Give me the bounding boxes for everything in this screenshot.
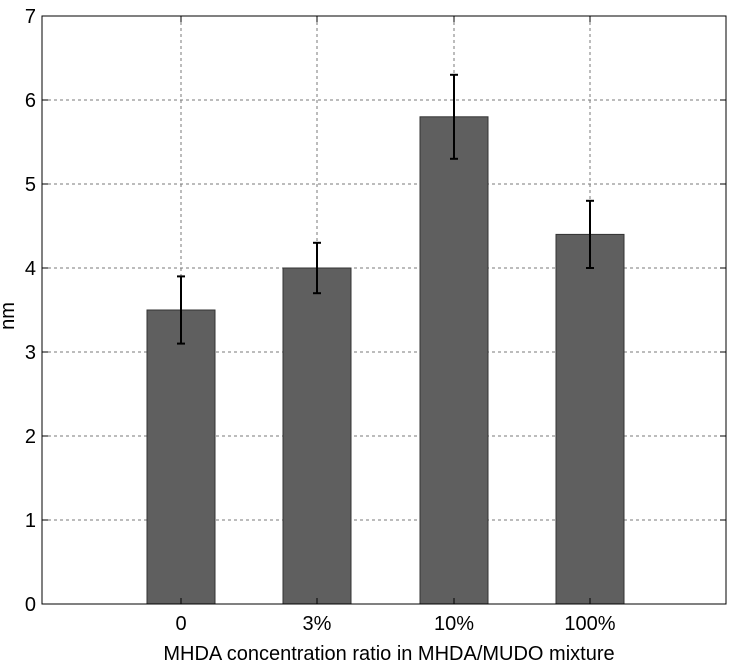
bar-100pct bbox=[555, 233, 625, 605]
x-tick-label: 0 bbox=[175, 613, 186, 635]
y-tick-label: 6 bbox=[25, 90, 36, 112]
error-bar bbox=[313, 241, 321, 295]
y-tick-label: 4 bbox=[25, 258, 36, 280]
error-bar-layer bbox=[177, 73, 594, 345]
y-tick-label: 2 bbox=[25, 426, 36, 448]
tick-layer: 0 1 2 3 4 5 6 7 0 3% 10% 100% bbox=[25, 6, 726, 635]
error-bar bbox=[450, 73, 458, 160]
x-tick-label: 3% bbox=[303, 613, 332, 635]
y-tick-label: 3 bbox=[25, 342, 36, 364]
y-tick-label: 5 bbox=[25, 174, 36, 196]
bar-10pct bbox=[419, 116, 489, 605]
y-axis-label: nm bbox=[0, 302, 19, 330]
y-tick-label: 0 bbox=[25, 594, 36, 616]
y-tick-label: 7 bbox=[25, 6, 36, 28]
bar-0 bbox=[146, 309, 216, 605]
bar-layer bbox=[146, 116, 625, 605]
error-bar bbox=[177, 275, 185, 345]
bar-3pct bbox=[282, 267, 352, 605]
plot-frame bbox=[41, 15, 727, 605]
y-tick-label: 1 bbox=[25, 510, 36, 532]
x-axis-label: MHDA concentration ratio in MHDA/MUDO mi… bbox=[163, 643, 614, 665]
x-tick-label: 100% bbox=[564, 613, 615, 635]
x-tick-label: 10% bbox=[434, 613, 474, 635]
error-bar bbox=[586, 199, 594, 269]
